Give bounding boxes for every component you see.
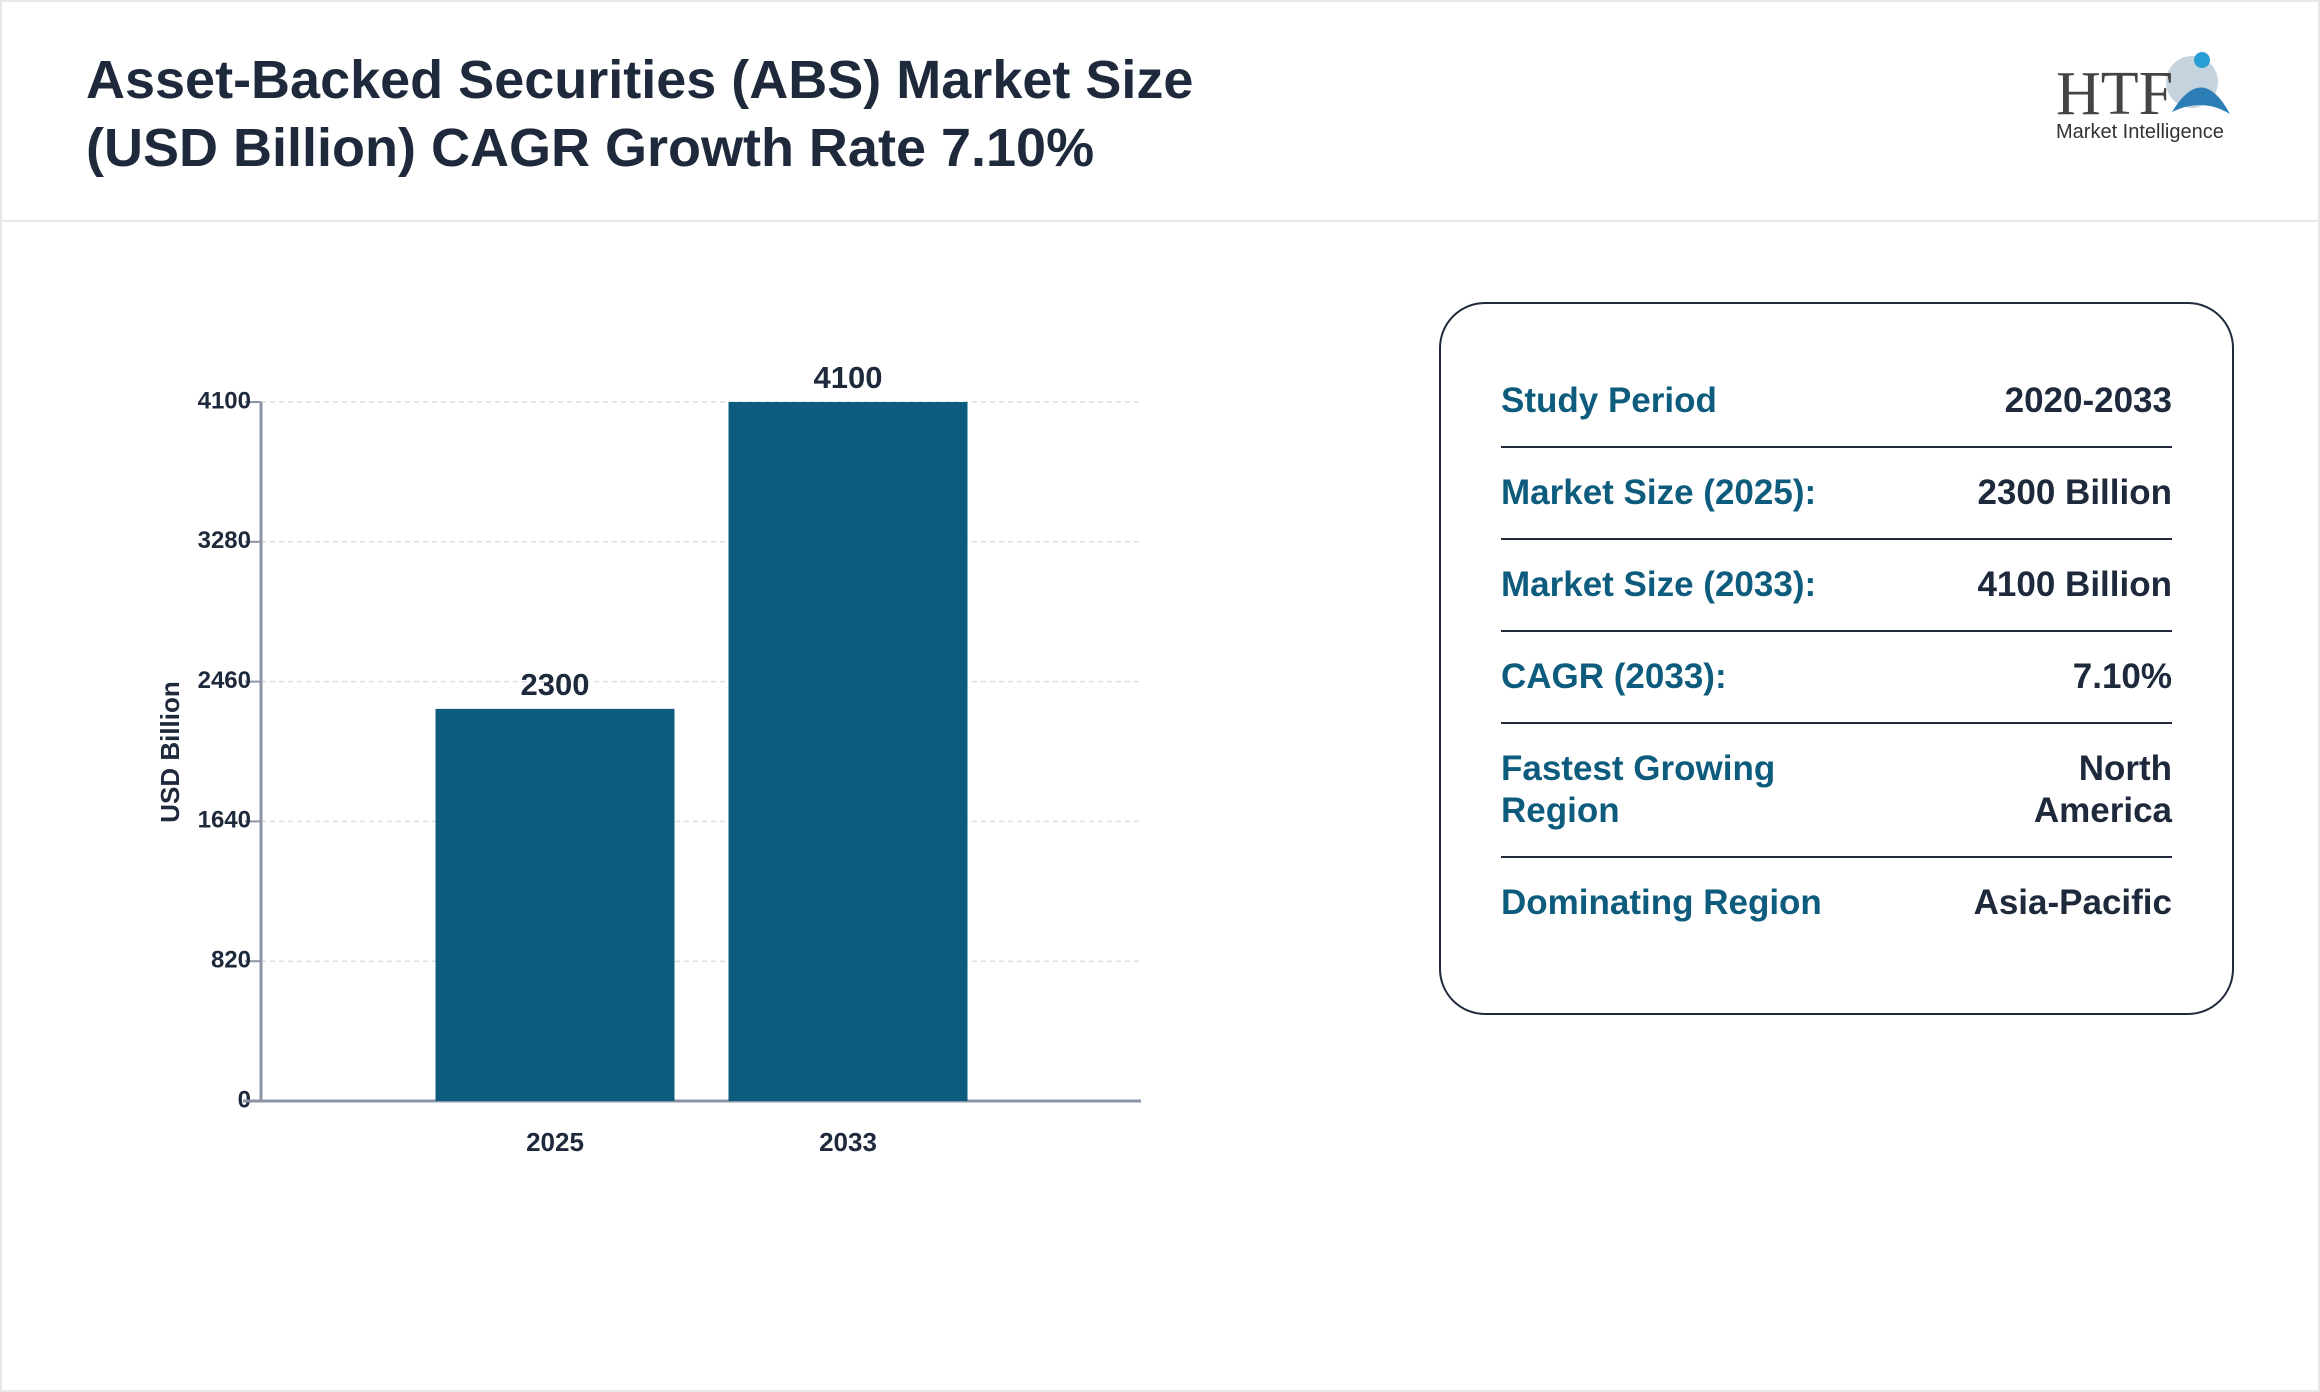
info-row: Market Size (2033): 4100 Billion [1501,540,2172,632]
y-tick-label: 4100 [198,387,251,414]
logo-subtitle: Market Intelligence [2056,121,2224,143]
logo: HTF Market Intelligence [2056,52,2230,143]
info-value: Asia-Pacific [1973,883,2172,922]
info-label: CAGR (2033): [1501,657,1727,696]
logo-mark: HTF [2056,60,2173,128]
y-tick-label: 3280 [198,527,251,554]
logo-shape [2194,52,2210,68]
info-label: Fastest Growing Region [1501,749,1776,830]
logo-shape [2172,87,2230,114]
info-value: North America [2033,749,2172,830]
data-label: 4100 [814,360,883,395]
info-value: 4100 Billion [1977,565,2172,604]
info-card: Study Period 2020-2033 Market Size (2025):… [1439,302,2234,1015]
page-title: Asset-Backed Securities (ABS) Market Siz… [86,50,1194,178]
header: Asset-Backed Securities (ABS) Market Siz… [2,2,2318,222]
bar [728,402,968,1101]
info-row: Market Size (2025): 2300 Billion [1501,448,2172,540]
info-row: CAGR (2033): 7.10% [1501,632,2172,724]
info-label: Market Size (2033): [1501,565,1817,604]
y-tick-label: 820 [211,947,251,974]
y-tick-label: 1640 [198,807,251,834]
info-label: Study Period [1501,381,1717,420]
info-row: Dominating Region Asia-Pacific [1501,858,2172,948]
x-tick-label: 2033 [819,1127,877,1157]
chart: USD Billion 0820164024603280410023002025… [155,360,1141,1157]
y-axis-label: USD Billion [155,681,185,823]
data-label: 2300 [521,667,590,702]
info-value: 7.10% [2072,657,2172,696]
info-value: 2300 Billion [1977,473,2172,512]
y-tick-label: 2460 [198,667,251,694]
info-label: Market Size (2025): [1501,473,1817,512]
info-row: Fastest Growing Region North America [1501,724,2172,858]
info-label: Dominating Region [1501,883,1822,922]
bar [435,708,675,1101]
info-value: 2020-2033 [2004,381,2172,420]
x-tick-label: 2025 [526,1127,584,1157]
info-row: Study Period 2020-2033 [1501,356,2172,448]
